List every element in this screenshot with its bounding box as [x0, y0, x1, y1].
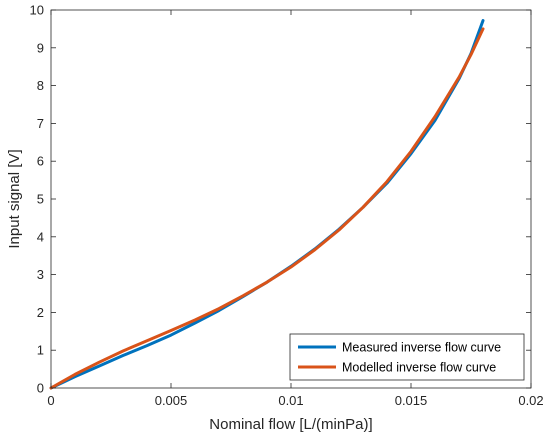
x-tick-label: 0.005	[155, 393, 188, 408]
y-tick-label: 5	[37, 192, 44, 207]
series-line-1	[49, 27, 485, 390]
x-tick-label: 0.015	[395, 393, 428, 408]
x-tick-label: 0.01	[278, 393, 303, 408]
legend-box	[289, 333, 525, 381]
y-tick-label: 10	[30, 3, 44, 18]
y-tick-label: 7	[37, 116, 44, 131]
y-tick-label: 2	[37, 305, 44, 320]
x-tick-label: 0.02	[518, 393, 543, 408]
y-tick-label: 0	[37, 381, 44, 396]
x-tick-label: 0	[47, 393, 54, 408]
y-tick-label: 8	[37, 78, 44, 93]
legend-label-1: Modelled inverse flow curve	[342, 361, 496, 375]
x-axis-label: Nominal flow [L/(minPa)]	[209, 416, 372, 433]
y-tick-label: 1	[37, 343, 44, 358]
plot-area	[51, 10, 531, 388]
legend: Measured inverse flow curve Modelled inve…	[289, 333, 525, 381]
y-tick-label: 9	[37, 40, 44, 55]
ticks-layer: 0 0.005 0.01 0.015 0.02 0 1 2 3 4 5 6 7 8 9 10	[30, 3, 544, 409]
y-axis-label: Input signal [V]	[6, 149, 23, 248]
y-tick-label: 6	[37, 154, 44, 169]
y-tick-label: 4	[37, 229, 44, 244]
legend-label-0: Measured inverse flow curve	[342, 341, 501, 355]
series-layer	[49, 19, 485, 390]
y-tick-label: 3	[37, 267, 44, 282]
